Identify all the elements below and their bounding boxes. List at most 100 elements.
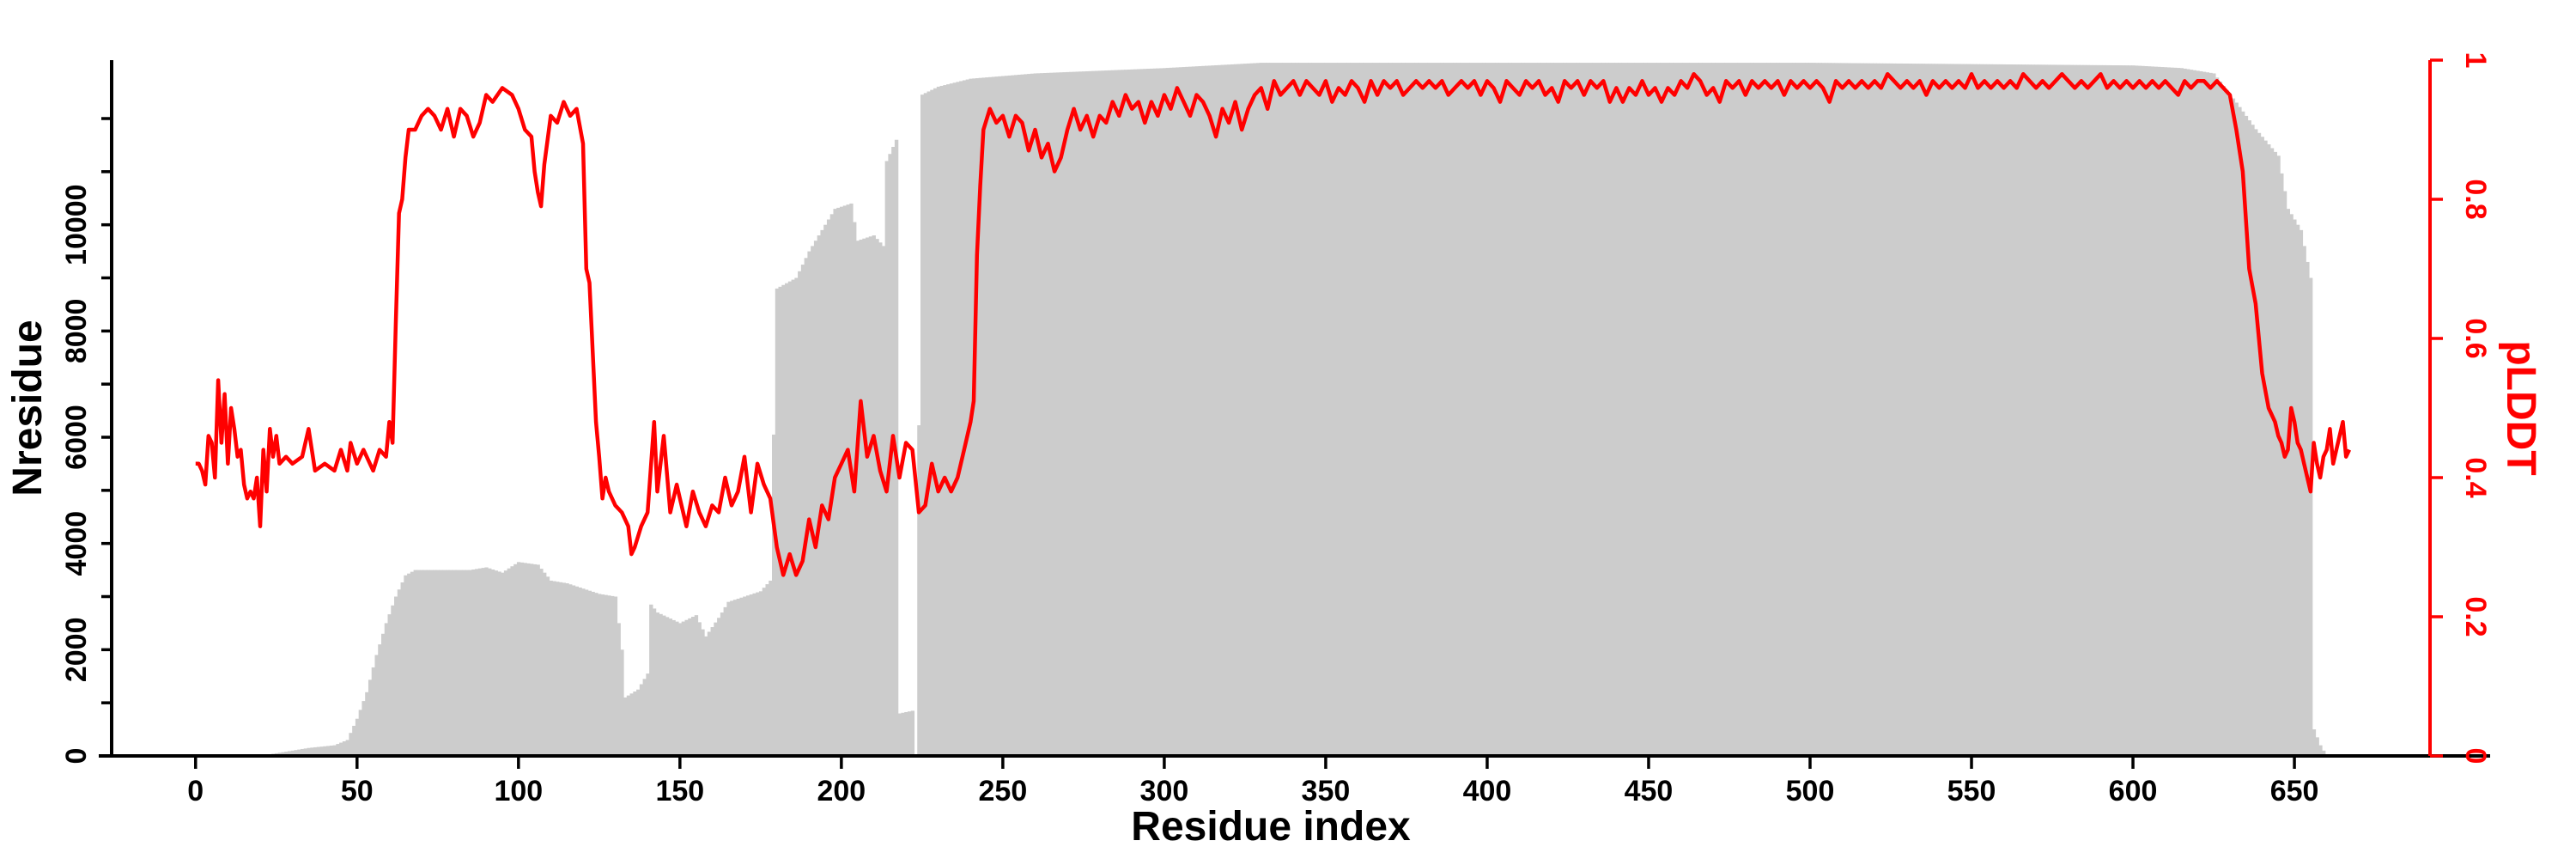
nresidue-bar (613, 596, 618, 756)
nresidue-bar (1669, 63, 1674, 756)
nresidue-bar (1262, 63, 1267, 756)
nresidue-bar (1392, 63, 1396, 756)
nresidue-bar (1495, 63, 1499, 756)
nresidue-bar (2134, 65, 2139, 757)
nresidue-bar (1985, 64, 1990, 756)
nresidue-bar (1156, 68, 1160, 756)
nresidue-bar (2160, 67, 2165, 757)
nresidue-bar (1634, 63, 1638, 756)
nresidue-bar (949, 83, 954, 756)
nresidue-bar (1821, 63, 1826, 756)
nresidue-bar (962, 80, 967, 756)
nresidue-bar (513, 564, 518, 756)
nresidue-bar (1279, 63, 1283, 756)
nresidue-bar (1717, 63, 1722, 756)
nresidue-bar (1253, 63, 1257, 757)
nresidue-bar (1424, 63, 1428, 756)
nresidue-bar (1091, 70, 1096, 756)
nresidue-bar (1853, 63, 1858, 757)
nresidue-bar (2227, 94, 2233, 756)
nresidue-bar (1114, 70, 1118, 757)
nresidue-bar (2115, 65, 2119, 756)
nresidue-bar (787, 281, 793, 757)
nresidue-bar (1356, 63, 1361, 756)
nresidue-bar (688, 618, 692, 756)
nresidue-bar (455, 570, 459, 756)
nresidue-bar (1437, 63, 1442, 756)
nresidue-bar (1805, 63, 1809, 756)
nresidue-bar (2293, 219, 2297, 756)
x-tick-label: 350 (1302, 775, 1351, 807)
nresidue-bar (1847, 63, 1851, 757)
nresidue-bar (481, 568, 485, 756)
nresidue-bar (1062, 72, 1066, 757)
nresidue-bar (587, 590, 592, 756)
nresidue-bar (2063, 64, 2068, 757)
nresidue-bar (2286, 209, 2291, 757)
plddt-line (195, 71, 2352, 577)
nresidue-bar (394, 596, 398, 756)
nresidue-bar (290, 750, 295, 756)
nresidue-bar (1866, 63, 1871, 757)
nresidue-bar (1924, 64, 1929, 756)
nresidue-bar (300, 748, 305, 756)
nresidue-bar (1269, 63, 1273, 756)
nresidue-bar (1966, 64, 1971, 756)
nresidue-bar (1040, 73, 1044, 756)
nresidue-bar (281, 752, 285, 756)
nresidue-bar (1886, 63, 1890, 756)
nresidue-bar (1734, 63, 1738, 756)
nresidue-bar (1285, 63, 1290, 756)
nresidue-bar (1095, 70, 1099, 756)
nresidue-bar (1931, 64, 1935, 756)
nresidue-bar (623, 697, 628, 756)
nresidue-bar (1621, 63, 1625, 756)
nresidue-bar (2218, 82, 2223, 756)
nresidue-bar (2147, 66, 2152, 756)
nresidue-bar (1908, 64, 1913, 757)
nresidue-bar (1291, 63, 1296, 756)
nresidue-bar (975, 78, 980, 757)
nresidue-bar (2244, 115, 2249, 757)
nresidue-bar (2308, 277, 2313, 756)
nresidue-bar (1559, 63, 1564, 756)
nresidue-bar (1947, 64, 1952, 756)
nresidue-bar (2105, 64, 2110, 757)
nresidue-bar (358, 710, 363, 756)
nresidue-bar (1176, 67, 1180, 756)
nresidue-bar (494, 570, 498, 756)
nresidue-bar (1007, 75, 1012, 757)
nresidue-bar (1702, 63, 1706, 756)
nresidue-bar (1959, 64, 1965, 756)
nresidue-bar (452, 570, 457, 756)
nresidue-bar (730, 600, 734, 756)
nresidue-bar (820, 229, 824, 756)
nresidue-bar (1024, 74, 1028, 756)
nresidue-bar (1172, 67, 1176, 756)
nresidue-bar (1747, 63, 1752, 756)
nresidue-bar (1860, 63, 1864, 757)
x-tick-label: 600 (2109, 775, 2158, 807)
nresidue-bar (1831, 63, 1835, 757)
nresidue-bar (1550, 63, 1554, 756)
nresidue-bar (1675, 63, 1680, 756)
nresidue-bar (462, 570, 466, 756)
nresidue-bar (1876, 63, 1880, 756)
nresidue-bar (1524, 63, 1528, 756)
nresidue-bar (1185, 66, 1189, 757)
nresidue-bar (1191, 66, 1196, 756)
nresidue-bar (2079, 64, 2084, 757)
nresidue-bar (342, 740, 347, 756)
nresidue-bar (1036, 73, 1041, 756)
nresidue-bar (1944, 64, 1948, 756)
nresidue-bar (310, 747, 314, 756)
nresidue-bar (1259, 63, 1264, 756)
nresidue-bar (868, 236, 873, 756)
nresidue-bar (1504, 63, 1509, 756)
nresidue-bar (2118, 65, 2123, 756)
nresidue-bar (1795, 63, 1800, 756)
nresidue-bar (684, 619, 689, 756)
nresidue-bar (930, 89, 934, 756)
nresidue-bar (1753, 63, 1758, 756)
nresidue-bar (1779, 63, 1783, 756)
